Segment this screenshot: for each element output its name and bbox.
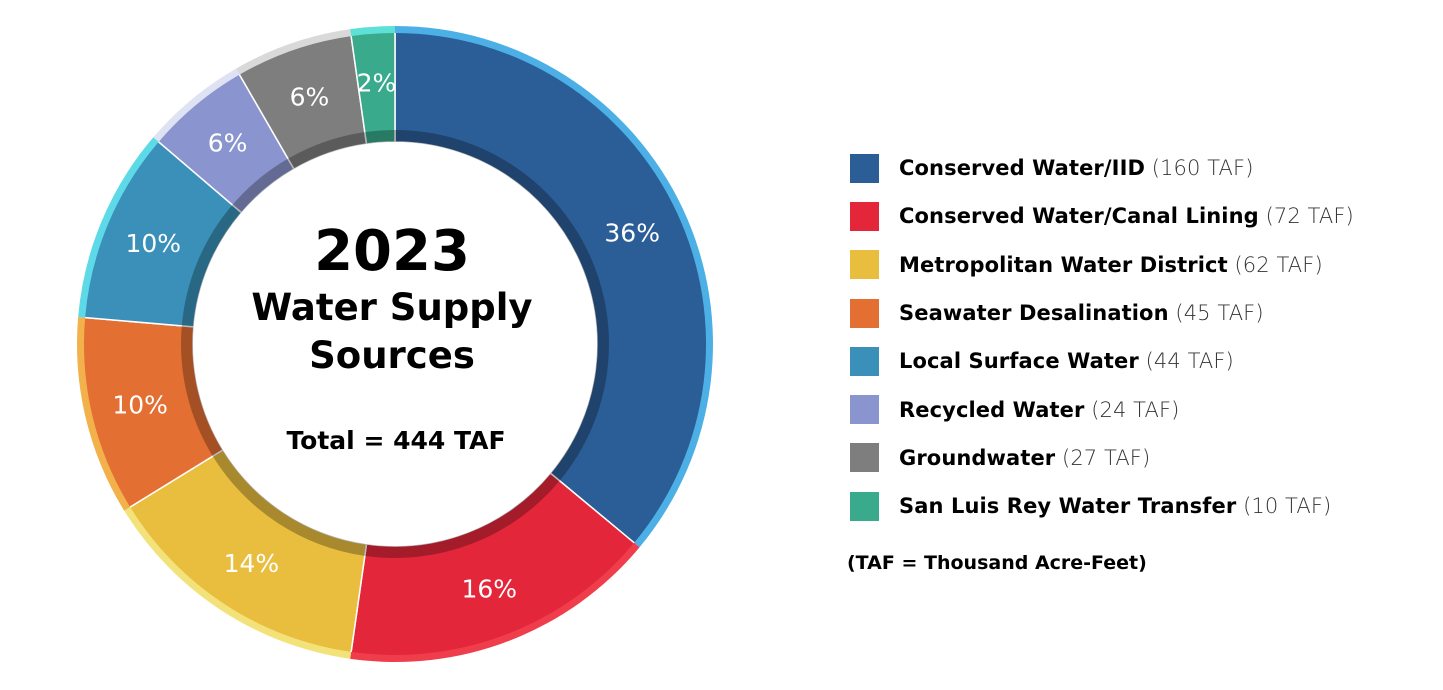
shadow-seawater-desalination	[181, 325, 223, 457]
percent-label-san-luis-rey-water-transfer: 2%	[357, 69, 397, 98]
legend-swatch	[850, 250, 879, 280]
donut-outer-rim	[77, 26, 713, 662]
legend-item: Local Surface Water (44 TAF)	[850, 337, 1354, 385]
donut-inner-shadow	[181, 130, 609, 558]
legend-swatch	[850, 201, 879, 231]
legend-swatch	[850, 395, 879, 425]
percent-label-metropolitan-water-district: 14%	[224, 549, 280, 578]
legend-item: Recycled Water (24 TAF)	[850, 385, 1354, 433]
percent-label-recycled-water: 6%	[208, 129, 248, 158]
legend-series-value: (45 TAF)	[1175, 301, 1264, 326]
legend-series-value: (24 TAF)	[1091, 397, 1180, 422]
donut-hole	[193, 142, 597, 546]
legend-label: San Luis Rey Water Transfer (10 TAF)	[899, 494, 1331, 518]
donut-chart: 36%16%14%10%10%6%6% 2% 2023 Water Supply …	[76, 25, 714, 663]
legend-series-name: Conserved Water/IID	[899, 156, 1146, 181]
shadow-san-luis-rey-water-transfer	[364, 130, 395, 145]
percent-label-local-surface-water: 10%	[126, 229, 182, 258]
center-title-line1: Water Supply	[251, 286, 532, 329]
legend-series-name: Metropolitan Water District	[899, 252, 1228, 277]
center-year: 2023	[314, 219, 470, 284]
legend-item: Seawater Desalination (45 TAF)	[850, 289, 1354, 337]
legend-label: Recycled Water (24 TAF)	[899, 398, 1179, 422]
legend-series-value: (62 TAF)	[1234, 252, 1323, 277]
percent-label-seawater-desalination: 10%	[112, 391, 168, 420]
legend-item: Metropolitan Water District (62 TAF)	[850, 241, 1354, 289]
legend-item: Groundwater (27 TAF)	[850, 434, 1354, 482]
percent-label-conserved-water-iid: 36%	[604, 219, 660, 248]
shadow-metropolitan-water-district	[212, 449, 367, 556]
legend-swatch	[850, 491, 879, 521]
legend-swatch	[850, 153, 879, 183]
legend-series-name: Local Surface Water	[899, 349, 1139, 374]
shadow-local-surface-water	[181, 204, 242, 327]
legend-series-name: Recycled Water	[899, 397, 1085, 422]
legend-series-name: San Luis Rey Water Transfer	[899, 494, 1237, 519]
center-total: Total = 444 TAF	[286, 426, 505, 455]
legend-series-value: (160 TAF)	[1151, 156, 1254, 181]
percent-label-conserved-water-canal-lining: 16%	[461, 574, 517, 603]
legend-swatch	[850, 443, 879, 473]
rim-local-surface-water	[78, 137, 159, 318]
rim-seawater-desalination	[77, 317, 131, 511]
rim-groundwater	[236, 29, 352, 75]
legend-swatch	[850, 346, 879, 376]
legend-item: San Luis Rey Water Transfer (10 TAF)	[850, 482, 1354, 530]
center-title-line2: Sources	[309, 334, 475, 377]
rim-recycled-water	[153, 68, 240, 142]
legend-item: Conserved Water/IID (160 TAF)	[850, 144, 1354, 192]
shadow-groundwater	[288, 132, 367, 170]
shadow-conserved-water-iid	[395, 130, 609, 481]
legend-label: Groundwater (27 TAF)	[899, 446, 1150, 470]
legend-label: Conserved Water/IID (160 TAF)	[899, 156, 1253, 180]
shadow-conserved-water-canal-lining	[364, 473, 560, 558]
legend-series-name: Conserved Water/Canal Lining	[899, 204, 1259, 229]
legend-series-name: Seawater Desalination	[899, 301, 1169, 326]
shadow-recycled-water	[232, 158, 294, 213]
legend-series-name: Groundwater	[899, 445, 1056, 470]
chart-legend: Conserved Water/IID (160 TAF) Conserved …	[850, 144, 1354, 530]
legend-series-value: (10 TAF)	[1243, 494, 1332, 519]
percent-label-groundwater: 6%	[290, 82, 330, 111]
legend-swatch	[850, 298, 879, 328]
legend-series-value: (27 TAF)	[1062, 445, 1151, 470]
percent-labels: 36% 16% 14% 10% 10% 6% 6% 2%	[112, 69, 660, 604]
legend-label: Local Surface Water (44 TAF)	[899, 349, 1234, 373]
rim-san-luis-rey-water-transfer	[350, 26, 395, 37]
legend-label: Seawater Desalination (45 TAF)	[899, 301, 1264, 325]
legend-label: Conserved Water/Canal Lining (72 TAF)	[899, 204, 1354, 228]
footnote: (TAF = Thousand Acre-Feet)	[847, 552, 1147, 574]
legend-series-value: (44 TAF)	[1145, 349, 1234, 374]
legend-item: Conserved Water/Canal Lining (72 TAF)	[850, 192, 1354, 240]
legend-series-value: (72 TAF)	[1265, 204, 1354, 229]
legend-label: Metropolitan Water District (62 TAF)	[899, 253, 1323, 277]
